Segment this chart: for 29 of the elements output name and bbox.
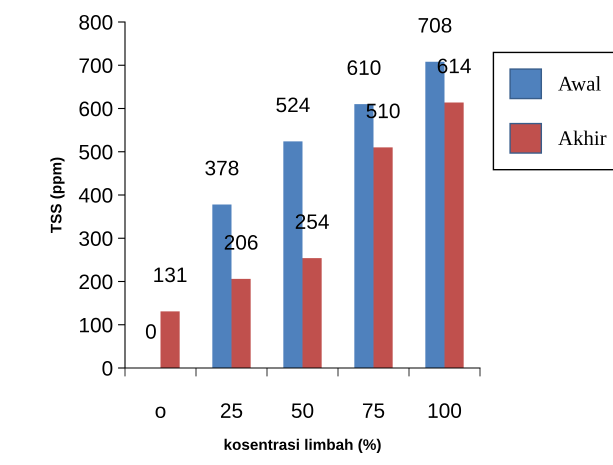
data-label: 524	[276, 98, 310, 112]
x-tick-label: 100	[428, 403, 462, 418]
x-tick-label: 25	[220, 403, 242, 418]
y-tick-label: 300	[79, 231, 112, 246]
y-tick-label: 0	[102, 361, 112, 376]
data-label: 708	[418, 18, 452, 33]
bar	[444, 102, 464, 368]
y-tick-label: 700	[80, 58, 112, 74]
bar	[374, 147, 393, 368]
y-tick-label: 500	[79, 144, 112, 160]
bar	[232, 278, 251, 368]
data-label: 131	[154, 267, 186, 282]
data-label: 610	[348, 60, 380, 76]
bar	[302, 258, 322, 368]
y-axis-title: TSS (ppm)	[50, 158, 65, 234]
x-tick-label: 50	[292, 403, 314, 418]
data-label: 0	[146, 324, 156, 339]
bar	[160, 311, 180, 368]
legend-label: Awal	[558, 76, 601, 91]
x-axis-title: kosentrasi limbah (%)	[224, 438, 381, 454]
x-tick-label: 75	[362, 403, 384, 418]
y-tick-label: 100	[80, 318, 112, 333]
y-tick-label: 400	[78, 188, 112, 203]
y-tick-label: 800	[79, 15, 112, 30]
y-tick-label: 200	[79, 274, 112, 290]
y-tick-label: 600	[79, 102, 112, 116]
legend-label: Akhir	[558, 130, 606, 146]
data-label: 378	[205, 160, 238, 176]
x-tick-label: o	[156, 406, 166, 418]
